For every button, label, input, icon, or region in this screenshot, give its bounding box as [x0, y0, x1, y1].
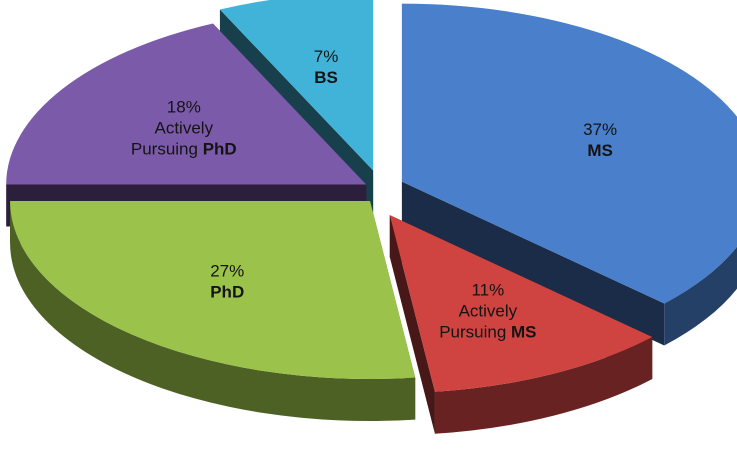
slice-prefix: Pursuing [131, 139, 203, 158]
slice-percent: 18% [167, 97, 201, 116]
slice-category: BS [314, 68, 338, 87]
slice-percent: 37% [583, 120, 617, 139]
slice-category: MS [587, 141, 613, 160]
slice-prefix: Pursuing [439, 322, 511, 341]
slice-percent: 7% [314, 47, 339, 66]
pie-slice-rim-1 [434, 337, 653, 434]
slice-category: Pursuing MS [439, 322, 536, 341]
slice-label-1: 11% Actively Pursuing MS [439, 280, 536, 341]
slice-category: Pursuing PhD [131, 139, 237, 158]
slice-label-2: 27% PhD [210, 262, 244, 302]
slice-category-bold: PhD [203, 139, 237, 158]
slice-category-bold: MS [511, 322, 537, 341]
pie-tops [6, 0, 737, 392]
slice-label-3: 18% Actively Pursuing PhD [131, 97, 237, 158]
slice-text: Actively [155, 118, 214, 137]
pie-slice-wall-0-1 [401, 181, 665, 346]
slice-label-0: 37% MS [583, 120, 617, 160]
pie-slice-rim-0 [664, 246, 737, 346]
slice-category-bold: BS [314, 68, 338, 87]
slice-text: Actively [459, 301, 518, 320]
pie-slice-phd-2 [10, 201, 416, 380]
pie-slice-ms-0 [401, 3, 737, 304]
slice-percent: 27% [210, 262, 244, 281]
pie-slice-bs-4 [219, 0, 374, 171]
pie-slice-ms-1 [389, 215, 653, 392]
pie-labels: 37% MS 11% Actively Pursuing MS 27% PhD 18% Acti… [131, 47, 617, 342]
slice-category: PhD [210, 283, 244, 302]
pie-slice-phd-3 [6, 23, 367, 185]
slice-category-bold: PhD [210, 283, 244, 302]
pie-slice-rim-2 [10, 201, 416, 422]
pie-slice-wall-1-1 [389, 215, 435, 434]
slice-category-bold: MS [587, 141, 613, 160]
slice-percent: 11% [471, 280, 504, 299]
slice-label-4: 7% BS [314, 47, 339, 87]
